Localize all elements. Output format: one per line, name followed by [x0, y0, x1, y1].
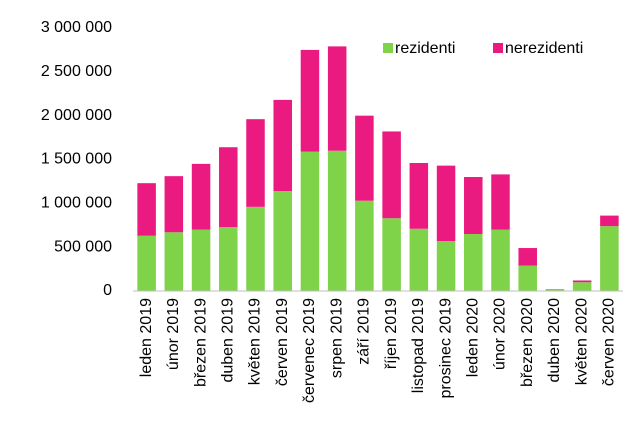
x-tick-label: duben 2019 — [219, 298, 236, 383]
bar-segment — [436, 241, 456, 291]
y-tick-label: 2 500 000 — [41, 63, 112, 80]
x-tick-label: květen 2019 — [247, 298, 264, 385]
x-tick-label: leden 2019 — [138, 298, 155, 377]
legend-label: rezidenti — [395, 40, 455, 57]
y-tick-label: 2 000 000 — [41, 107, 112, 124]
bar-segment — [600, 215, 619, 227]
bar-segment — [491, 174, 510, 230]
x-tick-label: říjen 2019 — [383, 298, 400, 369]
bar-segment — [273, 99, 292, 192]
x-tick-label: prosinec 2019 — [437, 298, 454, 399]
x-tick-label: květen 2020 — [573, 298, 590, 385]
y-tick-label: 0 — [103, 282, 112, 299]
bar-segment — [219, 147, 238, 228]
bar-segment — [518, 265, 537, 291]
bar-segment — [464, 234, 483, 291]
bar-segment — [300, 49, 320, 152]
bar-segment — [219, 227, 238, 291]
x-tick-label: červenec 2019 — [301, 298, 318, 403]
bar-segment — [246, 206, 265, 291]
bar-segment — [491, 229, 510, 291]
legend-swatch — [383, 43, 393, 53]
x-tick-label: březen 2020 — [519, 298, 536, 387]
x-tick-label: září 2019 — [356, 298, 373, 365]
bar-segment — [382, 131, 401, 219]
x-tick-label: srpen 2019 — [328, 298, 345, 378]
bar-segment — [600, 226, 619, 291]
y-tick-label: 500 000 — [54, 238, 112, 255]
y-tick-label: 1 000 000 — [41, 195, 112, 212]
bar-segment — [246, 119, 265, 207]
bar-segment — [545, 289, 565, 291]
bar-segment — [355, 115, 374, 201]
bar-segment — [382, 218, 401, 291]
bar-segment — [164, 176, 184, 233]
bar-segment — [273, 191, 292, 291]
bar-segment — [137, 235, 156, 291]
bar-segment — [355, 200, 374, 291]
legend-swatch — [493, 43, 503, 53]
x-tick-label: duben 2020 — [546, 298, 563, 383]
bar-segment — [518, 248, 537, 266]
x-tick-label: březen 2019 — [192, 298, 209, 387]
bar-segment — [572, 282, 592, 291]
x-tick-label: únor 2019 — [165, 298, 182, 370]
bar-segment — [327, 46, 347, 151]
bar-segment — [191, 229, 211, 291]
bar-segment — [409, 228, 429, 291]
bar-segment — [464, 177, 483, 235]
x-tick-label: listopad 2019 — [410, 298, 427, 393]
bar-segment — [137, 183, 156, 236]
bar-segment — [300, 151, 320, 291]
x-tick-label: červen 2019 — [274, 298, 291, 386]
x-tick-label: červen 2020 — [601, 298, 618, 386]
bar-segment — [409, 163, 429, 229]
bar-segment — [436, 165, 456, 242]
bar-segment — [572, 280, 592, 283]
x-tick-label: leden 2020 — [464, 298, 481, 377]
bar-segment — [164, 232, 184, 291]
bar-segment — [327, 150, 347, 291]
y-tick-label: 1 500 000 — [41, 151, 112, 168]
x-tick-label: únor 2020 — [492, 298, 509, 370]
legend-label: nerezidenti — [505, 40, 583, 57]
y-tick-label: 3 000 000 — [41, 19, 112, 36]
bar-segment — [191, 163, 211, 230]
